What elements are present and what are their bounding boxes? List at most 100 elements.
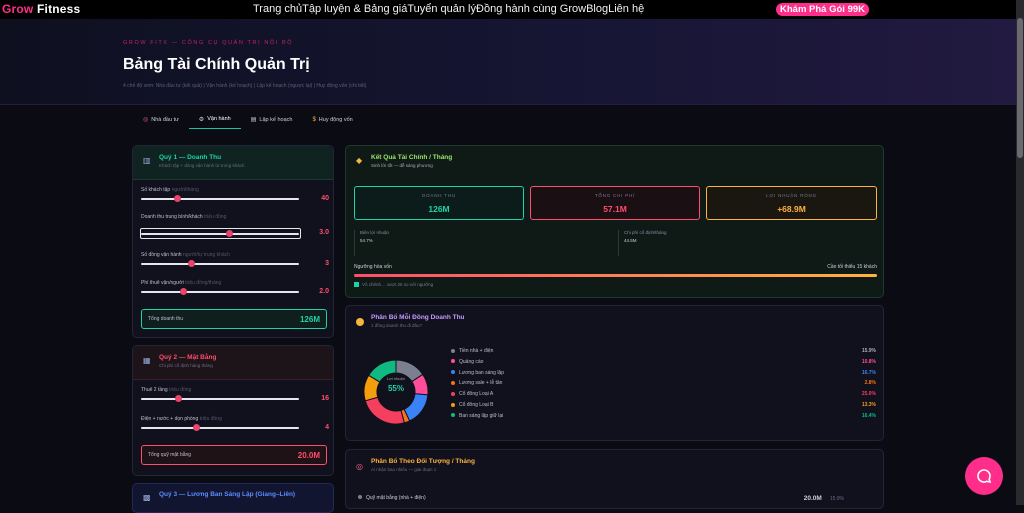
tab-label: Vận hành xyxy=(207,116,231,122)
legend-pct: 2.8% xyxy=(864,380,876,387)
page-scrollbar[interactable] xyxy=(1016,0,1024,505)
mini-value: 54.7% xyxy=(360,238,373,243)
breakeven-note-text: Vô chênh… vượt 25 so với ngưỡng xyxy=(362,282,434,287)
q1-total-revenue: Tổng doanh thu 126M xyxy=(141,309,327,329)
legend-item: Quảng cáo 10.8% xyxy=(451,359,876,365)
chat-bubble-icon xyxy=(977,469,992,484)
tab-operations[interactable]: ⚙ Vận hành xyxy=(188,110,241,129)
slider-unit: triệu đồng xyxy=(199,416,222,422)
slider-label-text: Phí thuê vận/người xyxy=(141,280,184,286)
slider-unit: triệu đồng xyxy=(204,214,227,220)
stat-value: 126M xyxy=(428,204,450,214)
target-icon: ◎ xyxy=(356,462,363,471)
result-subtitle: Sinh lời tốt — dễ sáng phương xyxy=(371,163,433,168)
slider-track[interactable] xyxy=(141,291,299,293)
tab-fundraising[interactable]: $ Huy động vốn xyxy=(302,110,362,129)
tab-planning[interactable]: ▤ Lập kế hoạch xyxy=(241,110,303,129)
q2-title: Quý 2 — Mặt Bằng xyxy=(159,354,217,361)
slider-label: Thuê 2 tầng triệu đồng xyxy=(141,387,329,393)
slider-label: Số đồng vận hành người/tự trung khách xyxy=(141,252,329,258)
brand-fitness: Fitness xyxy=(37,2,81,16)
sum-value: 20.0M xyxy=(297,450,320,460)
sum-value: 126M xyxy=(299,314,320,324)
mini-label: Biên lợi nhuận xyxy=(360,230,389,235)
slider-label-text: Doanh thu trung bình/khách xyxy=(141,214,203,220)
tab-investor[interactable]: ◎ Nhà đầu tư xyxy=(133,110,189,129)
nav-blog[interactable]: Blog xyxy=(586,3,609,15)
bullet-icon xyxy=(358,495,362,499)
nav-hiring[interactable]: Tuyển quản lý xyxy=(407,3,477,15)
legend-dot xyxy=(451,348,455,353)
slider-unit: triệu đồng xyxy=(169,387,192,393)
page-title: Bảng Tài Chính Quản Trị xyxy=(123,56,310,73)
slider-value: 3 xyxy=(325,260,329,267)
q2-total-premises: Tổng quỹ mặt bằng 20.0M xyxy=(141,445,327,465)
slider-track[interactable] xyxy=(141,198,299,200)
explore-package-button[interactable]: Khám Phá Gói 99K xyxy=(776,3,869,16)
chat-button[interactable] xyxy=(965,457,1003,495)
slider-track[interactable] xyxy=(141,398,299,400)
check-icon xyxy=(354,282,359,288)
legend-label: Tiền nhà + điện xyxy=(459,348,494,354)
distribution-by-recipient-card: ◎ Phân Bổ Theo Đối Tượng / Tháng Ai nhận… xyxy=(345,449,884,509)
main-nav: Trang chủ Tập luyện & Bảng giá Tuyển quả… xyxy=(253,3,644,15)
slider-knob[interactable] xyxy=(173,195,181,202)
legend-dot xyxy=(451,413,455,418)
slider-unit: người/tự trung khách xyxy=(182,252,230,258)
legend-label: Ban sáng lập giữ lại xyxy=(459,412,504,419)
slider-knob[interactable] xyxy=(192,424,200,431)
target-title: Phân Bổ Theo Đối Tượng / Tháng xyxy=(371,458,475,465)
recipient-label-wrap: Quỹ mặt bằng (nhà + điện) xyxy=(358,495,426,502)
slider-value: 16 xyxy=(321,395,329,402)
q3-title: Quý 3 — Lương Ban Sáng Lập (Giang–Liên) xyxy=(159,491,296,498)
slider-focus-ring xyxy=(140,228,301,239)
nav-partner[interactable]: Đồng hành cùng Grow xyxy=(476,3,587,15)
donut-center-value: 55% xyxy=(387,384,404,393)
slider-rent: Thuê 2 tầng triệu đồng 16 xyxy=(141,387,329,402)
legend-dot xyxy=(451,370,455,375)
slider-knob[interactable] xyxy=(175,395,183,402)
nav-home[interactable]: Trang chủ xyxy=(253,3,303,15)
recipient-row: Quỹ mặt bằng (nhà + điện) 20.0M 15.9% xyxy=(358,495,844,502)
money-bag-icon: ◆ xyxy=(356,156,363,165)
brand-logo[interactable]: Grow Fitness xyxy=(2,2,80,16)
slider-label-text: Thuê 2 tầng xyxy=(141,387,168,393)
recipient-label: Quỹ mặt bằng (nhà + điện) xyxy=(366,495,426,501)
recipient-value: 20.0M xyxy=(803,495,822,502)
slider-label: Số khách tập người/tháng xyxy=(141,187,329,193)
slider-label: Phí thuê vận/người triệu đồng/tháng xyxy=(141,280,329,286)
legend-label-wrap: Cổ đông Loại B xyxy=(451,402,493,408)
legend-label: Quảng cáo xyxy=(459,358,484,365)
slider-track[interactable] xyxy=(141,427,299,429)
breakeven-header: Ngưỡng hòa vốn Cần tối thiểu 15 khách xyxy=(354,264,877,270)
legend-label-wrap: Tiền nhà + điện xyxy=(451,348,493,354)
hero-banner: GROW FITX — CÔNG CỤ QUẢN TRỊ NỘI BỘ Bảng… xyxy=(0,19,1016,105)
slider-track[interactable] xyxy=(141,233,299,235)
legend-pct: 25.0% xyxy=(861,391,876,398)
q1-revenue-card: ▥ Quý 1 — Doanh Thu Khách tập + đóng vận… xyxy=(132,145,334,338)
q3-founder-salary-card: ▩ Quý 3 — Lương Ban Sáng Lập (Giang–Liên… xyxy=(132,483,334,513)
nav-contact[interactable]: Liên hệ xyxy=(608,3,645,15)
slider-label: Điện + nước + dọn phòng triệu đồng xyxy=(141,416,329,422)
slider-value: 4 xyxy=(325,424,329,431)
mini-value: 44.5M xyxy=(624,238,637,243)
slider-label-text: Số khách tập xyxy=(141,187,171,193)
scrollbar-thumb[interactable] xyxy=(1017,18,1023,158)
legend-label-wrap: Ban sáng lập giữ lại xyxy=(451,413,503,419)
slider-track[interactable] xyxy=(141,263,299,265)
nav-training[interactable]: Tập luyện & Bảng giá xyxy=(302,3,408,15)
legend-label-wrap: Lương sale + lễ tân xyxy=(451,380,502,386)
view-tabs: ◎ Nhà đầu tư ⚙ Vận hành ▤ Lập kế hoạch $ Huy… xyxy=(133,110,363,129)
legend-pct: 13.3% xyxy=(861,402,876,408)
legend-dot xyxy=(451,381,455,386)
slider-utilities: Điện + nước + dọn phòng triệu đồng 4 xyxy=(141,416,329,431)
mini-profit-margin: Biên lợi nhuận 54.7% xyxy=(354,230,612,256)
slider-value: 3.0 xyxy=(319,229,329,236)
sum-label: Tổng doanh thu xyxy=(148,316,184,322)
legend-dot xyxy=(451,359,455,364)
slider-knob[interactable] xyxy=(225,230,233,237)
slider-knob[interactable] xyxy=(188,260,196,267)
legend-item: Lương ban sáng lập 16.7% xyxy=(451,370,876,376)
recipient-value-wrap: 20.0M 15.9% xyxy=(804,495,844,502)
slider-knob[interactable] xyxy=(180,288,188,295)
